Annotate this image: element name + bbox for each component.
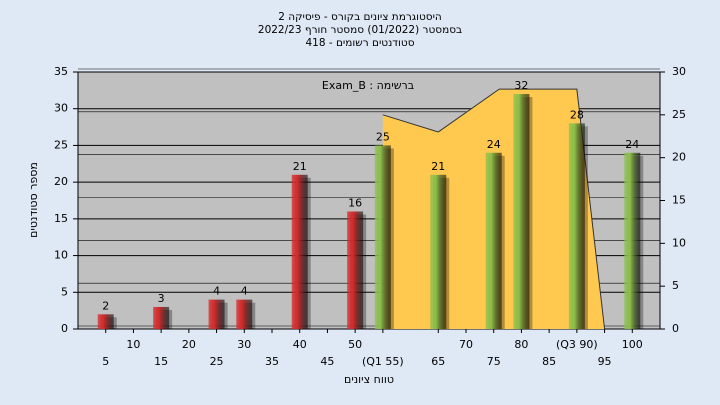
bar <box>347 211 364 329</box>
value-label: 24 <box>487 138 501 151</box>
x-tick-label: (Q3 90) <box>556 338 598 351</box>
y2-tick-label: 30 <box>672 65 686 78</box>
bar <box>430 174 447 329</box>
value-label: 25 <box>376 130 390 143</box>
value-label: 2 <box>102 299 109 312</box>
annotation: ברשימה : Exam_B <box>322 79 414 92</box>
x-tick-label: 50 <box>348 338 362 351</box>
value-label: 16 <box>348 197 362 210</box>
bar <box>624 152 641 329</box>
y2-tick-label: 25 <box>672 108 686 121</box>
x-tick-label: 65 <box>431 355 445 368</box>
x-tick-label: 20 <box>182 338 196 351</box>
y-tick-label: 20 <box>54 175 68 188</box>
title-line: בסמסטר (01/2022) סמסטר חורף 2022/23 <box>258 24 462 36</box>
x-tick-label: 10 <box>126 338 140 351</box>
x-tick-label: (Q1 55) <box>362 355 404 368</box>
value-label: 21 <box>431 160 445 173</box>
y-tick-label: 15 <box>54 212 68 225</box>
value-label: 32 <box>514 79 528 92</box>
bar <box>236 299 253 329</box>
x-tick-label: 40 <box>293 338 307 351</box>
area-edge <box>382 88 606 330</box>
y-tick-label: 0 <box>61 322 68 335</box>
y-tick-label: 10 <box>54 249 68 262</box>
x-tick-label: 95 <box>598 355 612 368</box>
value-label: 21 <box>293 160 307 173</box>
y-tick-label: 25 <box>54 138 68 151</box>
y2-tick-label: 10 <box>672 236 686 249</box>
value-label: 28 <box>570 108 584 121</box>
bar <box>568 123 585 330</box>
y2-tick-label: 5 <box>672 279 679 292</box>
bar <box>513 94 530 330</box>
title-line: היסטוגרמת ציונים בקורס - פיסיקה 2 <box>278 11 442 23</box>
bar <box>208 299 225 329</box>
y-axis-label: מספר סטודנטים <box>27 162 40 238</box>
value-label: 24 <box>625 138 639 151</box>
y-tick-label: 35 <box>54 65 68 78</box>
x-tick-label: 5 <box>102 355 109 368</box>
bar <box>374 145 391 329</box>
x-tick-label: 15 <box>154 355 168 368</box>
y2-tick-label: 20 <box>672 151 686 164</box>
bar <box>485 152 502 329</box>
x-tick-label: 70 <box>459 338 473 351</box>
x-tick-label: 35 <box>265 355 279 368</box>
bar <box>97 314 114 329</box>
title-line: סטודנטים רשומים - 418 <box>305 37 414 49</box>
y-tick-label: 30 <box>54 102 68 115</box>
y2-tick-label: 15 <box>672 194 686 207</box>
x-tick-label: 80 <box>514 338 528 351</box>
bar <box>153 306 170 329</box>
x-tick-label: 25 <box>210 355 224 368</box>
value-label: 3 <box>158 292 165 305</box>
x-tick-label: 45 <box>320 355 334 368</box>
x-tick-label: 30 <box>237 338 251 351</box>
x-axis-label: טווח ציונים <box>344 373 394 386</box>
y2-tick-label: 0 <box>672 322 679 335</box>
bar <box>291 174 308 329</box>
value-label: 4 <box>241 285 248 298</box>
value-label: 4 <box>213 285 220 298</box>
x-tick-label: 100 <box>622 338 643 351</box>
x-tick-label: 75 <box>487 355 501 368</box>
x-tick-label: 85 <box>542 355 556 368</box>
y-tick-label: 5 <box>61 285 68 298</box>
